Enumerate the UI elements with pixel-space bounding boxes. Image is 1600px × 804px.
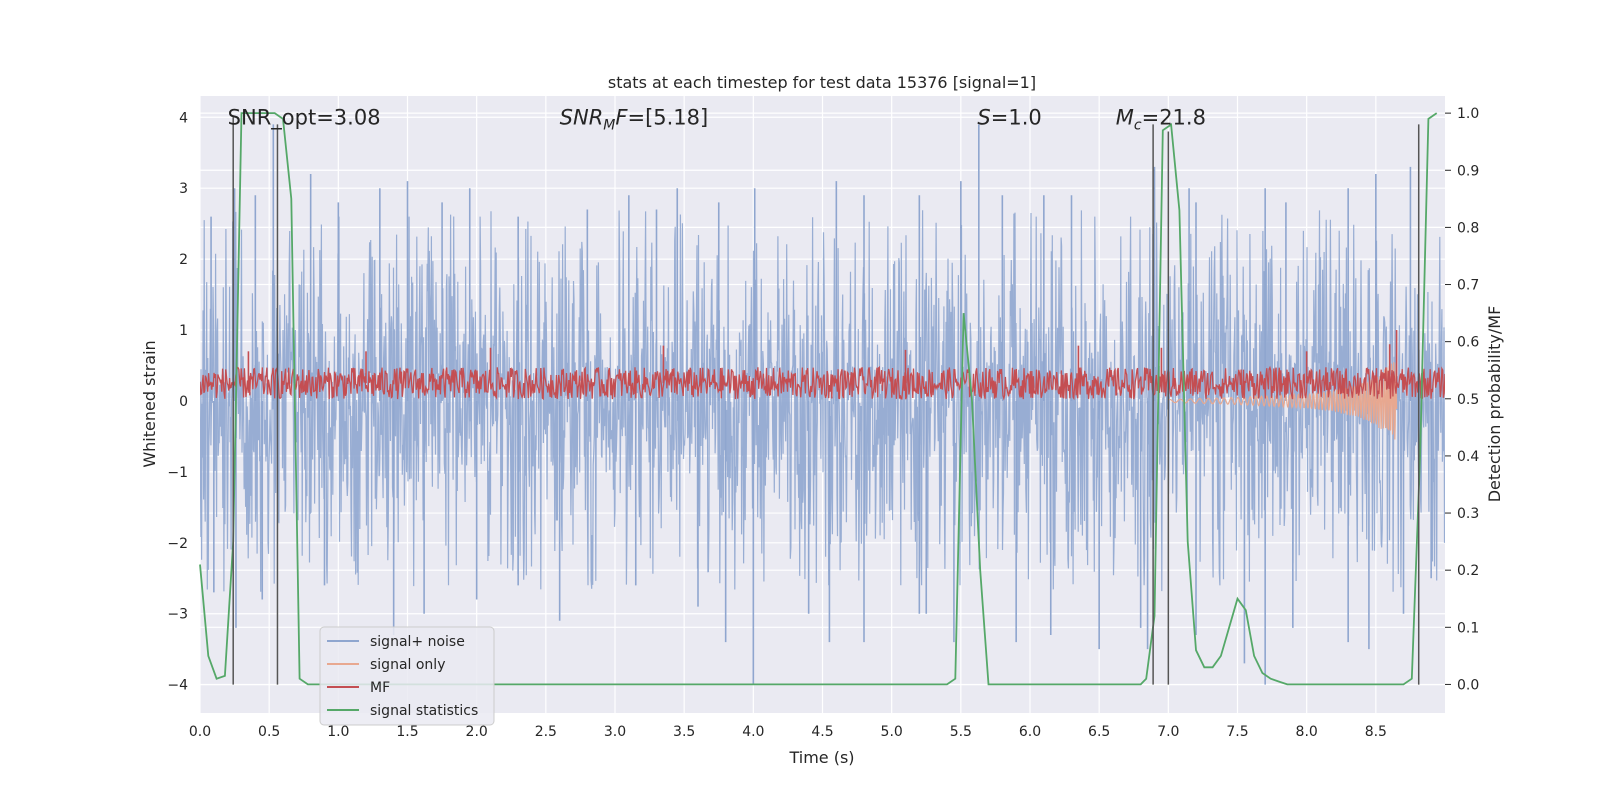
annotation-base: M bbox=[1116, 105, 1134, 129]
y-tick-label: 0 bbox=[179, 394, 188, 410]
x-tick-label: 3.0 bbox=[604, 724, 626, 740]
annotation-tail: =1.0 bbox=[991, 105, 1042, 129]
y-right-tick-label: 0.1 bbox=[1457, 620, 1479, 636]
y-tick-label: −2 bbox=[167, 536, 188, 552]
annotation-base: SNR bbox=[560, 105, 604, 129]
y-right-tick-label: 1.0 bbox=[1457, 106, 1479, 122]
mf-line bbox=[200, 365, 1445, 401]
annotation-tail: F=[5.18] bbox=[615, 105, 708, 129]
signal-noise-line bbox=[200, 210, 1445, 592]
series-group bbox=[200, 124, 1445, 685]
vertical-markers bbox=[232, 117, 1420, 685]
legend-label: signal only bbox=[370, 657, 445, 673]
annotation-subscript: M bbox=[603, 117, 615, 133]
x-tick-label: 1.5 bbox=[396, 724, 418, 740]
y-axis-label: Whitened strain bbox=[140, 340, 159, 467]
y-right-tick-label: 0.4 bbox=[1457, 449, 1479, 465]
y-tick-labels: −4 −3 −2 −1 0 1 2 3 4 bbox=[167, 110, 188, 693]
x-tick-label: 0.5 bbox=[258, 724, 280, 740]
x-tick-label: 6.0 bbox=[1019, 724, 1041, 740]
x-tick-label: 3.5 bbox=[673, 724, 695, 740]
y-tick-label: 2 bbox=[179, 252, 188, 268]
y-tick-label: −1 bbox=[167, 465, 188, 481]
y-tick-label: −3 bbox=[167, 607, 188, 623]
y-right-tick-label: 0.3 bbox=[1457, 506, 1479, 522]
x-tick-label: 0.0 bbox=[189, 724, 211, 740]
legend-label: signal+ noise bbox=[370, 634, 465, 650]
legend-label: MF bbox=[370, 680, 390, 696]
x-tick-label: 2.5 bbox=[535, 724, 557, 740]
x-tick-label: 7.5 bbox=[1226, 724, 1248, 740]
y-right-tick-label: 0.8 bbox=[1457, 220, 1479, 236]
x-tick-label: 4.0 bbox=[742, 724, 764, 740]
y-right-tick-label: 0.2 bbox=[1457, 563, 1479, 579]
x-tick-label: 4.5 bbox=[811, 724, 833, 740]
x-tick-label: 8.0 bbox=[1296, 724, 1318, 740]
x-tick-label: 2.0 bbox=[466, 724, 488, 740]
annotation-mc-value: Mc=21.8 bbox=[1116, 105, 1206, 133]
data-layer bbox=[199, 112, 1445, 686]
annotation-s-value: S=1.0 bbox=[977, 105, 1041, 129]
x-tick-label: 5.0 bbox=[881, 724, 903, 740]
y-tick-label: 4 bbox=[179, 110, 188, 126]
y-right-tick-label: 0.9 bbox=[1457, 163, 1479, 179]
y-right-tick-label: 0.6 bbox=[1457, 335, 1479, 351]
annotation-tail: =21.8 bbox=[1142, 105, 1206, 129]
y-right-tick-label: 0.7 bbox=[1457, 278, 1479, 294]
y-right-axis-label: Detection probability/MF bbox=[1485, 306, 1504, 503]
legend: signal+ noise signal only MF signal statist… bbox=[319, 626, 495, 726]
annotations: SNR_opt=3.08 SNRMF=[5.18] S=1.0 Mc=21.8 bbox=[228, 105, 1206, 133]
y-tick-label: 3 bbox=[179, 181, 188, 197]
chart-title: stats at each timestep for test data 153… bbox=[608, 73, 1036, 92]
annotation-base: S bbox=[977, 105, 990, 129]
x-tick-label: 5.5 bbox=[950, 724, 972, 740]
annotation-tail-rest: =[5.18] bbox=[627, 105, 708, 129]
legend-label: signal statistics bbox=[370, 703, 478, 719]
annotation-italic-f: F bbox=[615, 105, 628, 129]
y-right-tick-label: 0.5 bbox=[1457, 392, 1479, 408]
y-tick-label: −4 bbox=[167, 678, 188, 694]
x-tick-label: 7.0 bbox=[1157, 724, 1179, 740]
y-right-tick-label: 0.0 bbox=[1457, 677, 1479, 693]
annotation-subscript: c bbox=[1134, 117, 1142, 133]
annotation-snr-opt: SNR_opt=3.08 bbox=[228, 105, 381, 130]
x-tick-labels: 0.0 0.5 1.0 1.5 2.0 2.5 3.0 3.5 4.0 4.5 5.0 5.5 6.0 6… bbox=[189, 724, 1387, 740]
legend-box bbox=[319, 626, 495, 726]
x-tick-label: 6.5 bbox=[1088, 724, 1110, 740]
x-axis-label: Time (s) bbox=[788, 748, 854, 767]
x-tick-label: 1.0 bbox=[327, 724, 349, 740]
x-tick-label: 8.5 bbox=[1365, 724, 1387, 740]
annotation-snr-mf: SNRMF=[5.18] bbox=[560, 105, 709, 133]
y-right-tick-labels: 0.0 0.1 0.2 0.3 0.4 0.5 0.6 0.7 0.8 0.9 1.0 bbox=[1445, 106, 1479, 693]
signal-only-line bbox=[1168, 362, 1398, 440]
signal-statistics-line bbox=[199, 112, 1438, 686]
y-tick-label: 1 bbox=[179, 323, 188, 339]
